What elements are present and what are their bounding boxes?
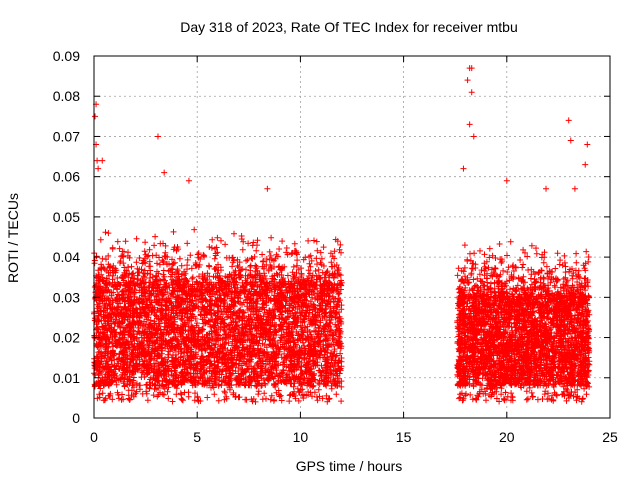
data-point	[466, 121, 473, 128]
y-tick-label: 0.02	[53, 330, 80, 346]
y-axis-label: ROTI / TECUs	[5, 193, 21, 283]
y-tick-label: 0.03	[53, 289, 80, 305]
x-tick-label: 25	[602, 429, 618, 445]
data-point	[468, 65, 475, 72]
x-tick-label: 5	[193, 429, 201, 445]
data-point	[185, 177, 192, 184]
data-point	[154, 133, 161, 140]
data-point	[99, 157, 106, 164]
x-tick-label: 10	[293, 429, 309, 445]
y-tick-label: 0.08	[53, 88, 80, 104]
data-point	[470, 133, 477, 140]
data-point	[460, 165, 467, 172]
x-axis-ticks: 0 5 10 15 20 25	[90, 56, 618, 445]
data-points	[91, 65, 593, 405]
y-tick-label: 0.04	[53, 249, 80, 265]
data-point	[161, 169, 168, 176]
data-point	[503, 177, 510, 184]
data-point	[571, 185, 578, 192]
y-axis-ticks: 0 0.01 0.02 0.03 0.04 0.05 0.06 0.07 0.08 0.09	[53, 48, 610, 426]
y-tick-label: 0	[72, 410, 80, 426]
data-point	[543, 185, 550, 192]
x-tick-label: 0	[90, 429, 98, 445]
x-tick-label: 20	[499, 429, 515, 445]
data-point	[582, 161, 589, 168]
data-point	[565, 117, 572, 124]
y-tick-label: 0.05	[53, 209, 80, 225]
y-tick-label: 0.06	[53, 169, 80, 185]
data-point	[94, 157, 101, 164]
x-tick-label: 15	[396, 429, 412, 445]
scatter-cloud	[91, 226, 593, 405]
data-point	[95, 165, 102, 172]
data-point	[567, 137, 574, 144]
data-point	[584, 141, 591, 148]
data-point	[468, 89, 475, 96]
data-point	[464, 77, 471, 84]
chart-title: Day 318 of 2023, Rate Of TEC Index for r…	[180, 19, 517, 35]
x-axis-label: GPS time / hours	[296, 458, 403, 474]
data-point	[264, 185, 271, 192]
y-tick-label: 0.09	[53, 48, 80, 64]
plot-frame	[93, 55, 611, 419]
y-tick-label: 0.07	[53, 128, 80, 144]
y-tick-label: 0.01	[53, 370, 80, 386]
data-point	[92, 113, 99, 120]
